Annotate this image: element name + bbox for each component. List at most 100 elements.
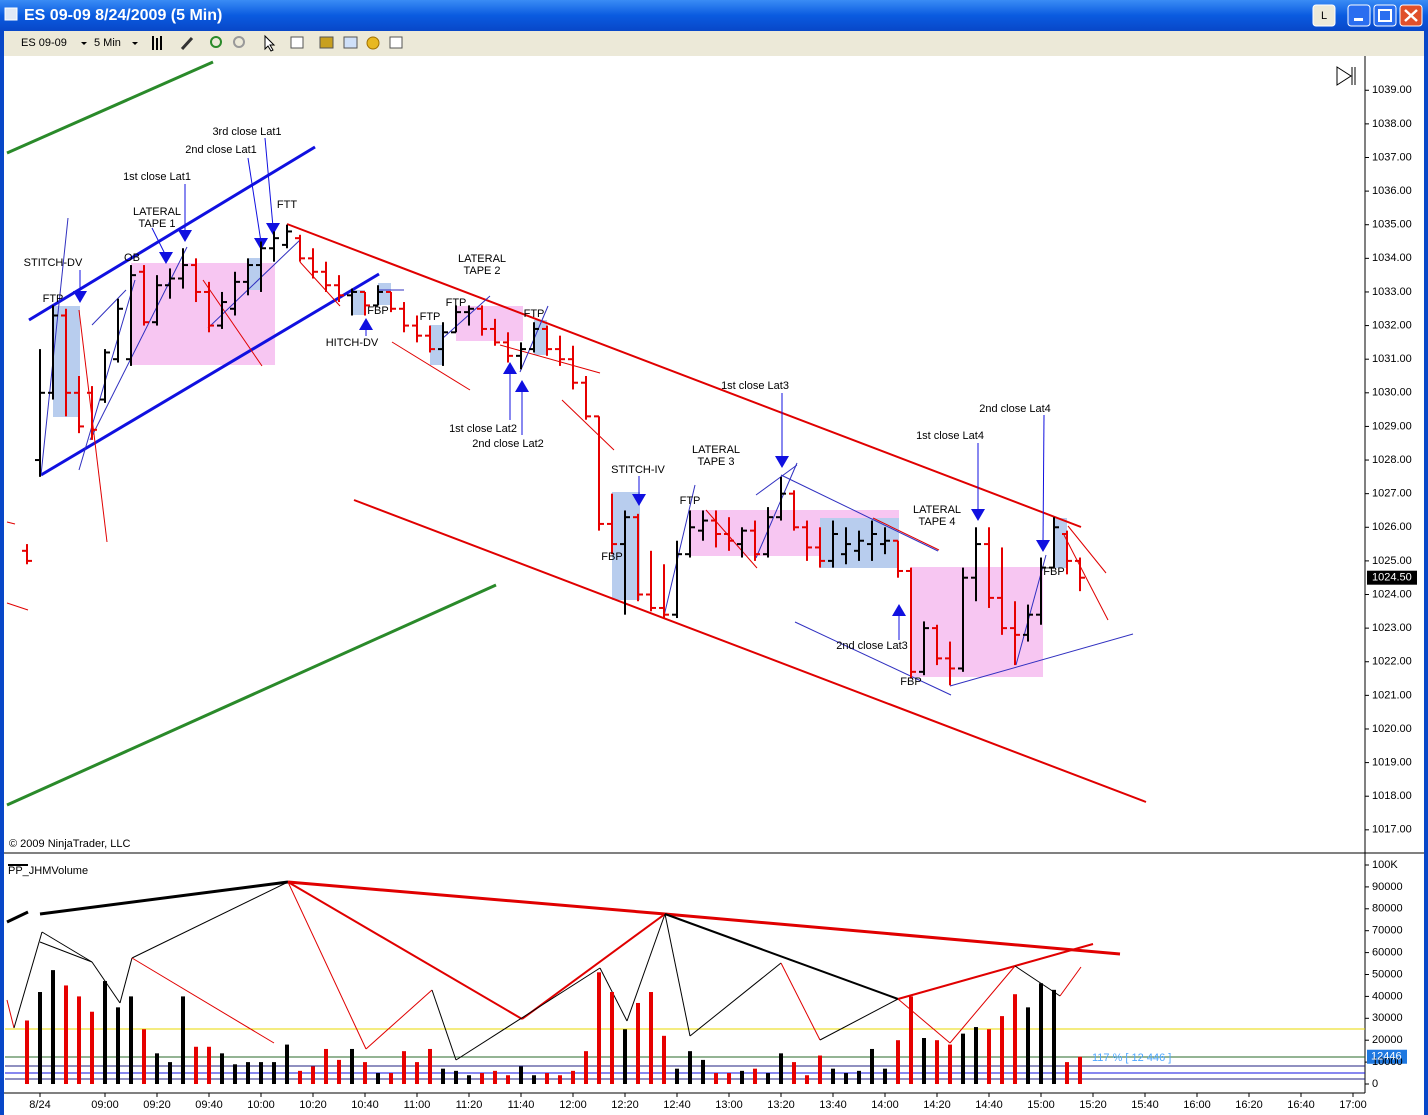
volume-bar <box>1065 1062 1069 1084</box>
trend-line <box>13 931 43 1029</box>
minimize-button[interactable] <box>1347 4 1371 27</box>
volume-bar <box>298 1070 302 1084</box>
volume-bar <box>259 1062 263 1084</box>
maximize-button[interactable] <box>1373 4 1397 27</box>
volume-bar <box>792 1062 796 1084</box>
arrow <box>515 380 529 392</box>
interval-selector[interactable]: 5 Min <box>94 37 121 49</box>
zoom-out-button[interactable] <box>233 36 245 48</box>
volume-bar <box>415 1062 419 1084</box>
trend-line <box>119 957 133 1004</box>
y-tick-label: 1020.00 <box>1372 723 1412 735</box>
annotation: FTP <box>524 308 545 320</box>
trend-line <box>689 962 782 1037</box>
trend-line <box>897 998 951 1044</box>
volume-bar <box>493 1070 497 1084</box>
volume-bar <box>246 1062 250 1084</box>
volume-bar <box>597 972 601 1084</box>
volume-bar <box>1039 983 1043 1084</box>
arrow <box>178 230 192 242</box>
volume-bar <box>389 1073 393 1084</box>
instrument-selector[interactable]: ES 09-09 <box>21 37 67 49</box>
app-icon <box>4 7 18 21</box>
volume-bar <box>584 1051 588 1084</box>
arrow <box>159 252 173 264</box>
x-tick-label: 8/24 <box>29 1099 50 1111</box>
trend-line <box>391 341 471 391</box>
volume-bar <box>532 1075 536 1084</box>
data-box-button[interactable] <box>389 36 403 49</box>
x-tick-label: 09:20 <box>143 1099 171 1111</box>
volume-bar <box>701 1059 705 1084</box>
annotation: HITCH-DV <box>326 337 379 349</box>
toolbar-icons <box>152 34 403 52</box>
link-button[interactable] <box>1312 4 1336 27</box>
draw-tool-button[interactable] <box>180 36 194 51</box>
trend-line <box>949 965 1016 1044</box>
x-tick-label: 14:20 <box>923 1099 951 1111</box>
frame-right <box>1424 31 1428 1115</box>
trend-line <box>664 912 1121 956</box>
minimize-icon <box>1354 18 1363 21</box>
trend-line <box>755 464 798 496</box>
x-tick-label: 16:40 <box>1287 1099 1315 1111</box>
last-price-label: 1024.50 <box>1372 572 1412 584</box>
trend-line <box>202 279 263 367</box>
annotation: FTT <box>277 199 297 211</box>
trend-line <box>1063 534 1109 621</box>
y-tick-label: 1027.00 <box>1372 488 1412 500</box>
zoom-in-button[interactable] <box>210 36 222 48</box>
last-volume-label: 12446 <box>1371 1051 1402 1063</box>
trend-line <box>664 913 691 1037</box>
x-tick-label: 11:00 <box>404 1099 431 1111</box>
annotation: 2nd close Lat1 <box>185 144 257 156</box>
volume-bar <box>805 1075 809 1084</box>
trend-line <box>287 880 666 916</box>
trend-line <box>39 941 93 963</box>
chart-area <box>4 56 1424 1115</box>
trend-line <box>1067 525 1107 574</box>
trend-line <box>299 261 341 307</box>
arrow <box>1036 540 1050 552</box>
dropdown-icon <box>81 42 87 45</box>
annotation: 1st close Lat1 <box>123 171 191 183</box>
trend-line <box>41 931 93 963</box>
annotation: 2nd close Lat3 <box>836 640 908 652</box>
bar-type-button[interactable] <box>152 36 162 50</box>
volume-bar <box>558 1075 562 1084</box>
properties-button[interactable] <box>290 36 304 49</box>
annotation: STITCH-IV <box>611 464 665 476</box>
indicator-button[interactable] <box>343 36 358 49</box>
trend-line <box>6 521 16 525</box>
x-tick-label: 10:40 <box>351 1099 379 1111</box>
scroll-end-button[interactable] <box>1336 66 1356 86</box>
x-tick-label: 17:00 <box>1339 1099 1367 1111</box>
trend-line <box>151 227 167 257</box>
y-tick-label: 100K <box>1372 859 1398 871</box>
trend-line <box>6 999 15 1029</box>
annotation: 2nd close Lat2 <box>472 438 544 450</box>
zone <box>534 320 547 355</box>
annotation: TAPE 1 <box>138 218 175 230</box>
y-tick-label: 20000 <box>1372 1034 1403 1046</box>
volume-bar <box>194 1046 198 1084</box>
volume-bar <box>90 1011 94 1084</box>
annotation: LATERAL <box>133 206 181 218</box>
trend-line <box>499 344 601 374</box>
volume-bar <box>961 1033 965 1084</box>
volume-bar <box>207 1046 211 1084</box>
trend-line <box>365 989 433 1050</box>
toolbar <box>0 31 1428 56</box>
trend-line <box>40 272 380 477</box>
volume-bar <box>987 1029 991 1084</box>
volume-bar <box>142 1029 146 1084</box>
trend-line <box>1042 414 1045 545</box>
volume-bar <box>129 996 133 1084</box>
x-tick-label: 10:20 <box>299 1099 327 1111</box>
currency-button[interactable] <box>366 36 380 50</box>
cursor-button[interactable] <box>264 34 276 52</box>
volume-bar <box>480 1073 484 1084</box>
maximize-icon <box>1378 9 1392 22</box>
x-tick-label: 11:40 <box>508 1099 535 1111</box>
strategy-button[interactable] <box>319 36 334 49</box>
